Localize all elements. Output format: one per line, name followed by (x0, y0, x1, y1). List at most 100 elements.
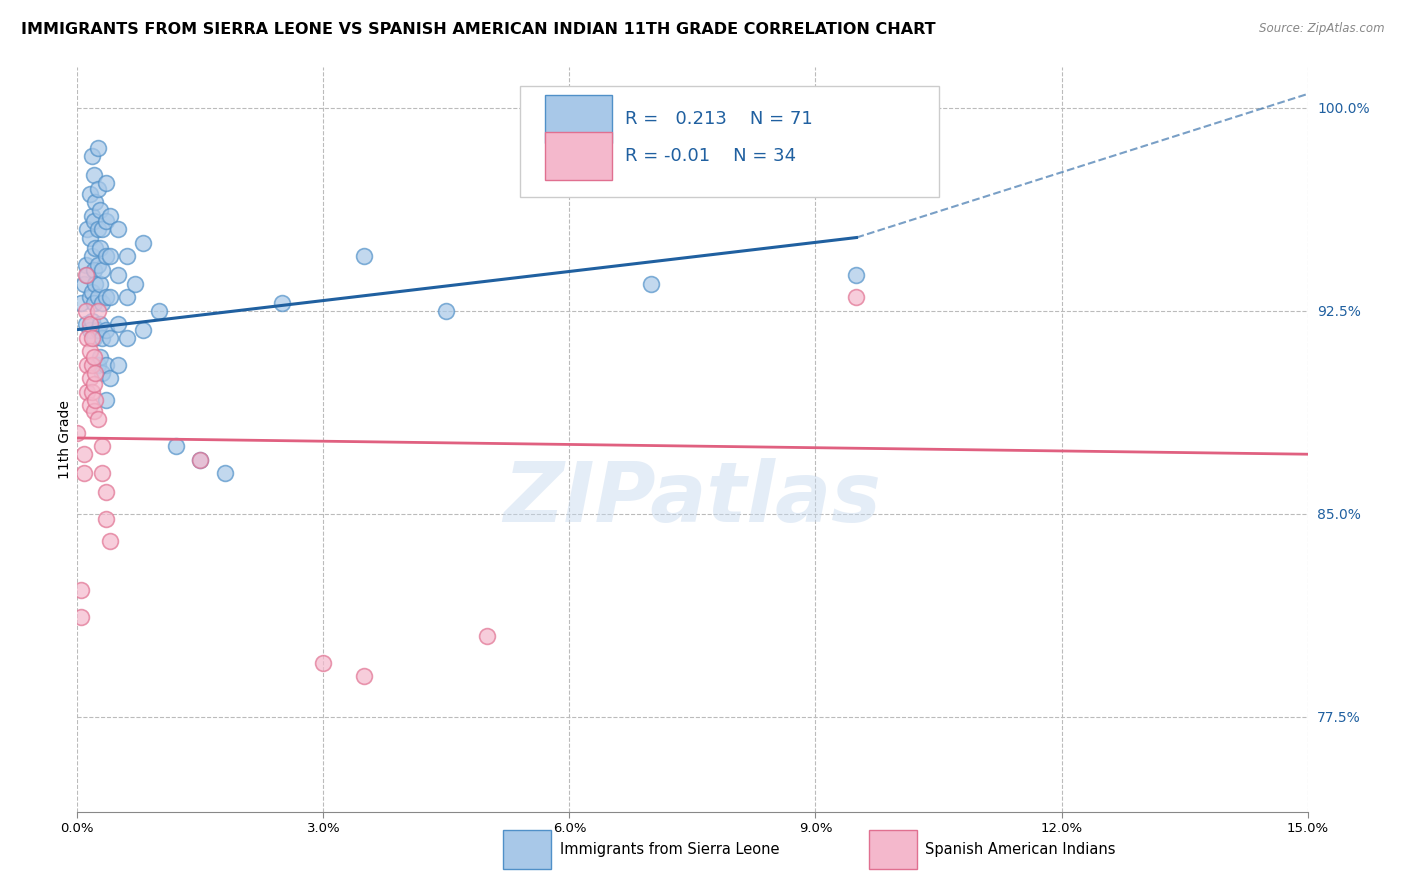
Point (89, 241, 111, 255)
Point (107, 358, 129, 372)
Point (90, 466, 114, 480)
Point (89, 317, 111, 331)
Point (94, 485, 117, 500)
Point (87, 323, 110, 337)
Point (79, 399, 101, 413)
Point (66, 425, 89, 440)
Point (89, 350, 111, 364)
Point (82, 331, 104, 345)
Point (90, 439, 114, 453)
Text: IMMIGRANTS FROM SIERRA LEONE VS SPANISH AMERICAN INDIAN 11TH GRADE CORRELATION C: IMMIGRANTS FROM SIERRA LEONE VS SPANISH … (21, 22, 936, 37)
Point (82, 285, 104, 299)
Point (477, 629, 499, 643)
Point (94, 358, 117, 372)
Point (312, 656, 335, 670)
Point (84, 277, 107, 291)
Point (83, 350, 105, 364)
Point (75, 303, 97, 318)
Text: Source: ZipAtlas.com: Source: ZipAtlas.com (1260, 22, 1385, 36)
Point (353, 669, 375, 683)
Point (89, 203, 111, 218)
Point (94, 290, 117, 304)
Point (271, 295, 294, 310)
FancyBboxPatch shape (546, 95, 613, 144)
Point (75, 258, 97, 272)
Point (98, 290, 121, 304)
Point (436, 303, 458, 318)
Point (83, 404, 105, 418)
Point (98, 331, 121, 345)
Point (98, 371, 121, 385)
Point (115, 331, 138, 345)
Point (94, 323, 117, 337)
Point (76, 358, 98, 372)
Point (90, 366, 114, 380)
Point (107, 268, 129, 283)
Point (124, 277, 146, 291)
Point (79, 344, 101, 359)
Point (83, 263, 105, 277)
Point (76, 222, 98, 236)
Point (73, 447, 96, 461)
Point (76, 331, 98, 345)
Point (79, 230, 101, 244)
Point (87, 303, 110, 318)
Point (115, 250, 138, 264)
Point (83, 376, 105, 391)
Point (84, 366, 107, 380)
Point (87, 258, 110, 272)
Point (640, 277, 662, 291)
Point (90, 263, 114, 277)
Point (87, 222, 110, 236)
Point (79, 323, 101, 337)
Text: R = -0.01    N = 34: R = -0.01 N = 34 (624, 147, 796, 165)
Point (165, 439, 187, 453)
Point (84, 392, 107, 407)
Point (87, 358, 110, 372)
Point (83, 295, 105, 310)
Point (73, 277, 96, 291)
FancyBboxPatch shape (869, 830, 917, 869)
Point (115, 290, 138, 304)
Point (76, 384, 98, 399)
Point (82, 149, 104, 163)
Point (70, 609, 93, 624)
Point (90, 222, 114, 236)
Point (89, 277, 111, 291)
Point (94, 250, 117, 264)
Point (83, 168, 105, 182)
Point (90, 331, 114, 345)
FancyBboxPatch shape (520, 86, 939, 197)
Point (75, 268, 97, 283)
Point (70, 582, 93, 597)
Point (98, 209, 121, 223)
Point (87, 182, 110, 196)
Text: Spanish American Indians: Spanish American Indians (925, 842, 1115, 856)
Point (214, 466, 236, 480)
Point (94, 392, 117, 407)
Point (82, 209, 104, 223)
Point (82, 314, 104, 328)
FancyBboxPatch shape (546, 132, 613, 180)
Point (845, 290, 868, 304)
Point (82, 358, 104, 372)
Point (132, 323, 155, 337)
Point (353, 250, 375, 264)
Point (845, 268, 868, 283)
Point (188, 452, 212, 467)
Point (87, 141, 110, 155)
Y-axis label: 11th Grade: 11th Grade (58, 400, 72, 479)
Point (84, 195, 107, 210)
Point (83, 214, 105, 228)
Point (79, 290, 101, 304)
Point (73, 466, 96, 480)
Point (79, 317, 101, 331)
Point (188, 452, 212, 467)
Point (107, 317, 129, 331)
Text: ZIPatlas: ZIPatlas (503, 458, 882, 540)
Text: Immigrants from Sierra Leone: Immigrants from Sierra Leone (560, 842, 779, 856)
Point (98, 250, 121, 264)
Point (90, 295, 114, 310)
Text: R =   0.213    N = 71: R = 0.213 N = 71 (624, 110, 813, 128)
Point (107, 222, 129, 236)
